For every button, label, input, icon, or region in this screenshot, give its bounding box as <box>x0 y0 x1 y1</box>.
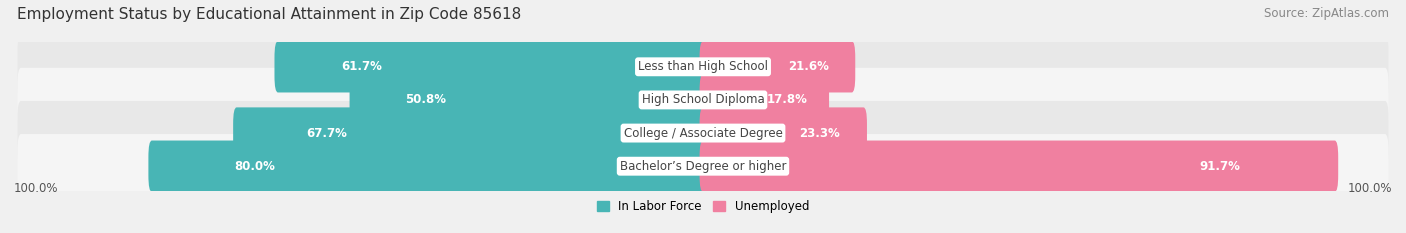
Text: 21.6%: 21.6% <box>789 60 830 73</box>
FancyBboxPatch shape <box>350 74 706 126</box>
Text: Less than High School: Less than High School <box>638 60 768 73</box>
Text: 50.8%: 50.8% <box>405 93 447 106</box>
Text: College / Associate Degree: College / Associate Degree <box>624 127 782 140</box>
FancyBboxPatch shape <box>700 140 1339 192</box>
Text: Bachelor’s Degree or higher: Bachelor’s Degree or higher <box>620 160 786 173</box>
Text: 17.8%: 17.8% <box>766 93 807 106</box>
FancyBboxPatch shape <box>700 41 855 93</box>
FancyBboxPatch shape <box>700 107 868 159</box>
FancyBboxPatch shape <box>17 134 1389 198</box>
FancyBboxPatch shape <box>17 101 1389 165</box>
FancyBboxPatch shape <box>17 68 1389 132</box>
FancyBboxPatch shape <box>233 107 706 159</box>
Text: 91.7%: 91.7% <box>1199 160 1240 173</box>
FancyBboxPatch shape <box>17 35 1389 99</box>
Text: 80.0%: 80.0% <box>235 160 276 173</box>
FancyBboxPatch shape <box>149 140 706 192</box>
Text: Employment Status by Educational Attainment in Zip Code 85618: Employment Status by Educational Attainm… <box>17 7 522 22</box>
Text: High School Diploma: High School Diploma <box>641 93 765 106</box>
FancyBboxPatch shape <box>700 74 830 126</box>
FancyBboxPatch shape <box>274 41 706 93</box>
Legend: In Labor Force, Unemployed: In Labor Force, Unemployed <box>592 195 814 218</box>
Text: 23.3%: 23.3% <box>799 127 839 140</box>
Text: 67.7%: 67.7% <box>307 127 347 140</box>
Text: 61.7%: 61.7% <box>342 60 382 73</box>
Text: 100.0%: 100.0% <box>14 182 59 195</box>
Text: 100.0%: 100.0% <box>1347 182 1392 195</box>
Text: Source: ZipAtlas.com: Source: ZipAtlas.com <box>1264 7 1389 20</box>
